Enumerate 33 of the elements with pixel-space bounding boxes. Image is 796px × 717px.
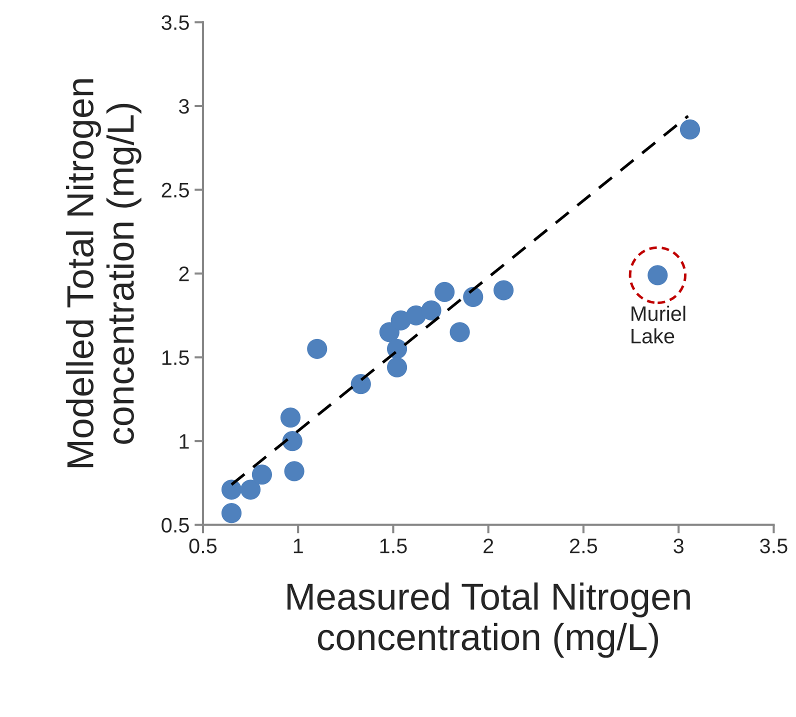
x-tick-label: 2 [484, 538, 494, 554]
point [494, 280, 514, 300]
point [450, 322, 470, 342]
x-tick-label: 3.5 [760, 538, 788, 554]
point [463, 286, 484, 308]
point [434, 282, 455, 302]
x-axis-title: Measured Total Nitrogen concentration (mg/L) [288, 582, 690, 658]
x-tick-label: 1 [294, 538, 303, 554]
point [680, 119, 700, 140]
x-tick-label: 0.5 [189, 538, 217, 554]
x-tick-label: 3 [674, 538, 684, 554]
x-tick-label: 1.5 [380, 538, 407, 554]
x-tick-label: 2.5 [570, 538, 598, 554]
point [280, 408, 301, 428]
point [386, 357, 408, 378]
point [252, 464, 272, 485]
y-tick-label: 3.5 [162, 15, 189, 30]
y-tick-label: 2 [179, 266, 189, 282]
point [307, 338, 328, 359]
y-tick-label: 0.5 [162, 518, 189, 533]
point [221, 503, 242, 524]
point [282, 431, 302, 452]
y-tick-label: 1 [180, 434, 189, 449]
point [350, 374, 371, 394]
point [221, 480, 242, 500]
y-tick-label: 3 [178, 99, 189, 114]
point [421, 300, 442, 320]
point [240, 480, 261, 500]
y-tick-label: 2.5 [162, 182, 189, 198]
point [284, 461, 304, 482]
y-axis-title: Modelled Total Nitrogen concentration (mg/L) [66, 79, 142, 468]
y-tick-label: 1.5 [162, 350, 189, 366]
annotation: Muriel Lake [632, 306, 686, 344]
